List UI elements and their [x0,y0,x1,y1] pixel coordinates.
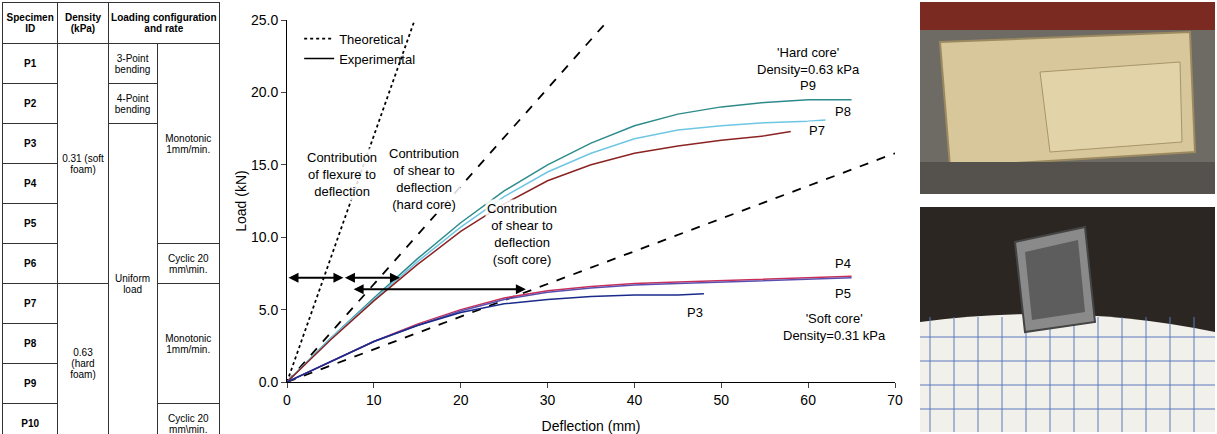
html-text:0.31 (soft foam): 0.31 (soft foam) [62,152,104,175]
svg-text:60: 60 [800,392,816,408]
html-text:Monotonic 1mm/min.: Monotonic 1mm/min. [165,132,212,155]
svg-text:Load (kN): Load (kN) [233,170,249,231]
html-text:Uniform load: Uniform load [115,272,151,295]
svg-text:P3: P3 [687,305,703,320]
svg-text:Theoretical: Theoretical [339,32,403,47]
svg-text:5.0: 5.0 [259,302,279,318]
html-text:P7: P7 [24,298,37,309]
svg-text:25.0: 25.0 [251,12,278,28]
html-text:Specimen ID: Specimen ID [6,12,54,34]
html-text:P6: P6 [24,258,37,269]
html-text:4-Point bending: 4-Point bending [114,92,151,115]
html-text:Cyclic 20 mm\min.: Cyclic 20 mm\min. [168,252,209,275]
svg-text:Contributionof shear todeflect: Contributionof shear todeflection(soft c… [487,201,557,267]
svg-text:40: 40 [627,392,643,408]
svg-text:P4: P4 [835,256,851,271]
svg-text:20: 20 [453,392,469,408]
svg-text:70: 70 [887,392,903,408]
svg-text:P8: P8 [835,104,851,119]
svg-text:15.0: 15.0 [251,157,278,173]
svg-text:0.0: 0.0 [259,374,279,390]
html-text:P5: P5 [24,218,37,229]
html-text:P9: P9 [24,378,37,389]
svg-text:20.0: 20.0 [251,84,278,100]
svg-text:Contributionof shear todeflect: Contributionof shear todeflection(hard c… [389,146,459,212]
html-text:Loading configuration and rate: Loading configuration and rate [111,12,217,34]
svg-text:P9: P9 [800,78,816,93]
html-text:Monotonic 1mm/min.: Monotonic 1mm/min. [165,332,212,355]
html-text:Density (kPa): Density (kPa) [64,12,101,34]
html-text:P3: P3 [24,138,37,149]
svg-text:30: 30 [540,392,556,408]
svg-text:Deflection (mm): Deflection (mm) [542,418,641,434]
html-text:Cyclic 20 mm\min.: Cyclic 20 mm\min. [168,412,209,434]
html-text:P10: P10 [21,418,40,429]
html-text:3-Point bending: 3-Point bending [114,52,151,75]
svg-text:10.0: 10.0 [251,229,278,245]
svg-text:P5: P5 [835,286,851,301]
svg-text:'Soft core'Density=0.31 kPa: 'Soft core'Density=0.31 kPa [783,311,886,343]
html-text:P4: P4 [24,178,37,189]
html-text:0.63 (hard foam): 0.63 (hard foam) [70,347,96,380]
svg-text:Experimental: Experimental [339,52,415,67]
svg-text:Contributionof flexure todefle: Contributionof flexure todeflection [307,150,377,199]
html-text:P1: P1 [24,58,37,69]
svg-text:0: 0 [283,392,291,408]
svg-text:P7: P7 [809,123,825,138]
svg-text:10: 10 [366,392,382,408]
html-text:P8: P8 [24,338,37,349]
html-text:P2: P2 [24,98,37,109]
svg-text:50: 50 [714,392,730,408]
svg-text:'Hard core'Density=0.63 kPa: 'Hard core'Density=0.63 kPa [757,45,860,77]
